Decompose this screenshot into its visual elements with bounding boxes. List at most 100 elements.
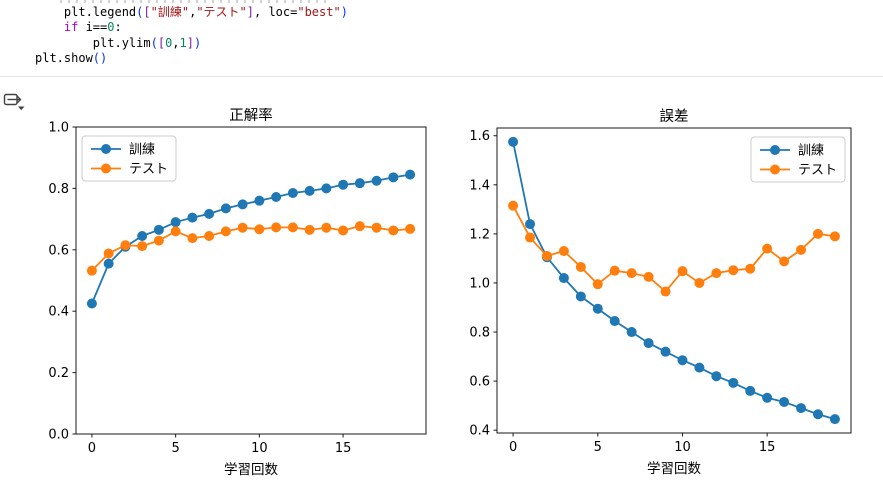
x-axis-label: 学習回数 [647,461,701,477]
cell-output-divider [0,76,883,77]
data-point [204,208,215,219]
data-point [575,262,586,273]
code-token: ( [150,35,158,50]
legend-sample-marker [101,144,111,154]
y-tick-label: 0.2 [48,366,69,381]
legend-entry-label: テスト [129,162,168,177]
y-tick-label: 0.6 [469,375,490,390]
data-point [525,232,536,243]
data-point [609,265,620,276]
y-tick-label: 1.6 [469,129,490,144]
y-tick-label: 1.4 [469,178,490,193]
data-point [829,414,840,425]
data-point [338,225,349,236]
code-line[interactable]: if i==0: [35,20,348,35]
y-tick-label: 1.0 [48,121,69,136]
data-point [120,240,131,251]
code-token: ) [340,5,348,19]
code-line[interactable]: plt.ylim([0,1]) [35,36,348,51]
y-tick-label: 1.0 [469,276,490,291]
code-token: plt.ylim [35,35,151,50]
x-axis-label: 学習回数 [224,462,278,478]
data-point [779,256,790,267]
code-token [35,20,64,34]
code-token: "best" [297,5,341,19]
code-line[interactable]: plt.legend(["訓練","テスト"], loc="best") [35,5,348,20]
legend-entry-label: 訓練 [798,143,824,159]
code-token: ] [186,35,194,50]
data-point [745,385,756,396]
data-point [711,371,722,382]
x-tick-label: 10 [674,440,691,455]
code-token: "訓練" [150,5,190,19]
code-token: [ [143,5,151,19]
data-point [660,286,671,297]
x-tick-label: 5 [172,441,180,456]
code-token: , loc= [254,5,298,19]
data-point [694,277,705,288]
axes-frame [496,127,852,434]
y-tick-label: 0.4 [48,305,69,320]
y-tick-label: 0.8 [469,326,490,341]
data-point [558,246,569,257]
data-point [170,226,181,237]
code-line[interactable]: plt.show() [35,51,348,66]
y-tick-label: 0.8 [48,182,69,197]
data-point [796,244,807,255]
y-tick-label: 1.2 [469,227,490,242]
legend-entry-label: テスト [798,163,837,178]
data-point [321,183,332,194]
data-point [762,392,773,403]
data-point [187,233,198,244]
code-token: , [189,5,197,19]
legend-sample-marker [770,164,780,175]
data-point [405,223,416,234]
data-point [829,231,840,242]
y-tick-label: 0.6 [48,243,69,258]
data-point [405,169,416,180]
data-point [592,279,603,290]
data-point [575,291,586,302]
data-point [254,224,265,235]
y-tick-label: 0.0 [48,428,69,443]
data-point [762,243,773,254]
data-point [371,175,382,186]
data-point [626,268,637,279]
chart-title: 誤差 [660,108,689,125]
code-token: ) [100,51,108,66]
change-presentation-button[interactable] [3,92,27,112]
data-point [508,136,519,147]
data-point [237,222,248,233]
data-point [609,315,620,326]
code-token: ( [92,51,101,66]
data-point [103,248,114,259]
x-tick-label: 10 [251,441,268,456]
data-point [220,226,231,237]
data-point [304,185,315,196]
data-point [728,265,739,276]
data-point [304,224,315,235]
code-editor[interactable]: plt.legend(["訓練","テスト"], loc="best") if … [35,5,348,67]
data-point [153,235,164,246]
data-point [271,191,282,202]
data-point [137,241,148,252]
data-point [592,303,603,314]
data-point [354,221,365,232]
legend-sample-marker [770,145,780,155]
data-point [643,338,654,349]
data-point [779,396,790,407]
data-point [220,203,231,214]
data-point [677,355,688,366]
data-point [558,273,569,284]
code-token: ] [246,5,254,19]
code-token: plt.show [35,51,93,66]
data-point [796,403,807,414]
code-token: if [63,20,79,35]
code-token: 1 [179,35,187,50]
code-token: 0 [107,20,115,35]
data-point [660,346,671,357]
code-token: ) [194,35,202,50]
